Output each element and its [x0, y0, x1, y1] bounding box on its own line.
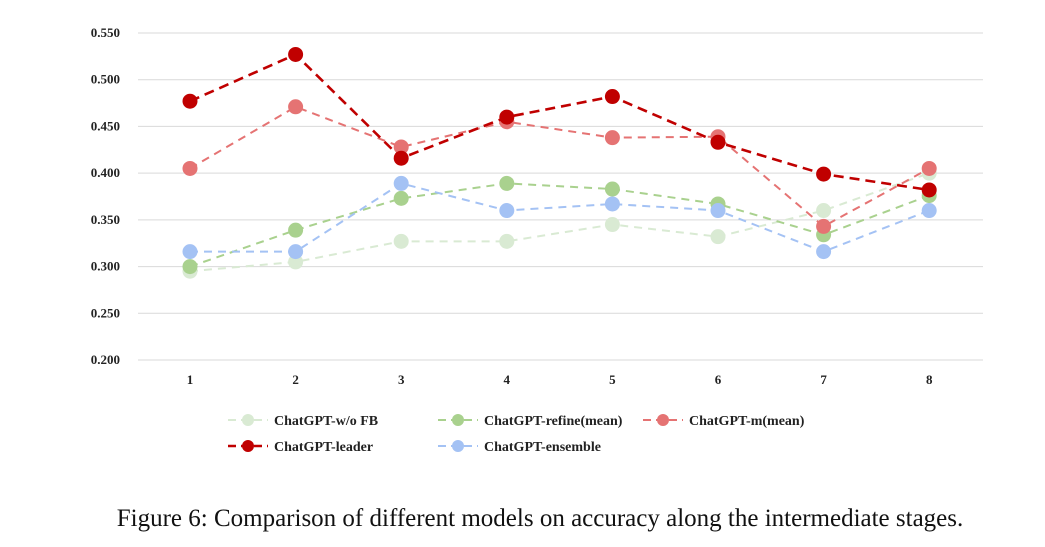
x-tick-label: 2 — [292, 372, 299, 387]
y-axis-ticks: 0.200 0.250 0.300 0.350 0.400 0.450 0.500 0.550 — [91, 25, 120, 367]
series-chatgpt-w-o-fb — [182, 165, 937, 279]
x-tick-label: 3 — [398, 372, 405, 387]
data-point — [182, 244, 198, 260]
y-tick-label: 0.350 — [91, 212, 120, 227]
legend-swatch-marker — [452, 414, 464, 426]
data-point — [499, 203, 515, 219]
data-point — [182, 93, 198, 109]
data-point — [816, 166, 832, 182]
series-lines — [182, 46, 937, 279]
legend: ChatGPT-w/o FB ChatGPT-refine(mean) ChatGP… — [228, 414, 805, 455]
x-tick-label: 4 — [504, 372, 511, 387]
x-tick-label: 7 — [820, 372, 827, 387]
data-point — [393, 175, 409, 191]
legend-swatch-marker — [242, 414, 254, 426]
series-line — [189, 182, 930, 268]
legend-item: ChatGPT-refine(mean) — [438, 414, 623, 429]
legend-item: ChatGPT-ensemble — [438, 440, 601, 455]
data-point — [921, 160, 937, 176]
data-point — [393, 190, 409, 206]
gridlines — [138, 32, 983, 361]
data-point — [816, 203, 832, 219]
data-point — [604, 196, 620, 212]
data-point — [393, 139, 409, 155]
series-line — [189, 172, 930, 273]
y-tick-label: 0.400 — [91, 165, 120, 180]
legend-label: ChatGPT-m(mean) — [689, 414, 805, 429]
series-line — [190, 182, 930, 253]
x-tick-label: 8 — [926, 372, 933, 387]
data-point — [182, 160, 198, 176]
legend-item: ChatGPT-leader — [228, 440, 373, 455]
data-point — [921, 182, 937, 198]
data-point — [499, 233, 515, 249]
legend-item: ChatGPT-m(mean) — [643, 414, 805, 429]
x-tick-label: 6 — [715, 372, 722, 387]
y-tick-label: 0.500 — [91, 72, 120, 87]
figure-caption: Figure 6: Comparison of different models… — [117, 505, 964, 532]
legend-label: ChatGPT-leader — [274, 440, 373, 455]
data-point — [288, 254, 304, 270]
x-axis-ticks: 1 2 3 4 5 6 7 8 — [187, 372, 933, 387]
data-point — [182, 259, 198, 275]
y-tick-label: 0.300 — [91, 259, 120, 274]
legend-label: ChatGPT-w/o FB — [274, 414, 378, 429]
data-point — [710, 203, 726, 219]
data-point — [921, 203, 937, 219]
legend-item: ChatGPT-w/o FB — [228, 414, 378, 429]
data-point — [499, 109, 515, 125]
data-point — [604, 89, 620, 105]
data-point — [816, 244, 832, 260]
series-chatgpt-leader — [182, 46, 937, 198]
data-point — [393, 150, 409, 166]
legend-label: ChatGPT-refine(mean) — [484, 414, 623, 429]
x-tick-label: 1 — [187, 372, 194, 387]
series-chatgpt-ensemble — [182, 175, 937, 260]
y-tick-label: 0.550 — [91, 25, 120, 40]
legend-swatch-marker — [657, 414, 669, 426]
data-point — [604, 130, 620, 146]
data-point — [604, 181, 620, 197]
legend-label: ChatGPT-ensemble — [484, 440, 601, 455]
legend-swatch-marker — [452, 440, 464, 452]
y-tick-label: 0.250 — [91, 305, 120, 320]
legend-swatch-marker — [242, 440, 254, 452]
data-point — [393, 233, 409, 249]
y-tick-label: 0.200 — [91, 352, 120, 367]
data-point — [604, 217, 620, 233]
data-point — [288, 99, 304, 115]
data-point — [288, 222, 304, 238]
x-tick-label: 5 — [609, 372, 616, 387]
data-point — [288, 46, 304, 62]
series-chatgpt-m-mean- — [182, 99, 937, 234]
data-point — [710, 229, 726, 245]
data-point — [288, 244, 304, 260]
data-point — [816, 218, 832, 234]
series-line — [189, 52, 930, 192]
data-point — [710, 134, 726, 150]
data-point — [499, 175, 515, 191]
series-line — [189, 105, 930, 228]
y-tick-label: 0.450 — [91, 118, 120, 133]
